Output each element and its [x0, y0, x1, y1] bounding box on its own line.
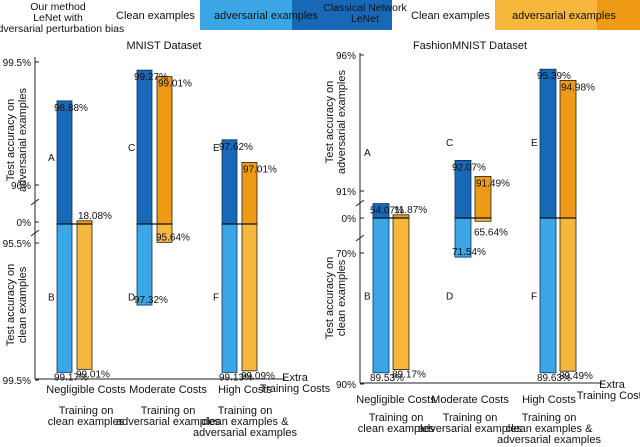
value-label-classic-clean: 65.64% [474, 227, 508, 238]
bar-ours-clean [221, 223, 238, 373]
legend-classic-label: Classical Network LeNet [323, 2, 407, 25]
y-tick-label: 0% [342, 214, 357, 225]
training-label: Training on adversarial examples [116, 405, 220, 428]
y-tick-label: 91% [336, 187, 356, 198]
legend-left: Our method LeNet with adversarial perturba… [0, 0, 392, 35]
bar-ours-adversarial [56, 100, 73, 225]
value-label-ours-adversarial: 97.62% [219, 142, 253, 153]
point-label: D [446, 292, 453, 303]
point-label: B [364, 292, 371, 303]
bar-ours-adversarial [136, 69, 153, 225]
value-label-ours-adversarial: 92.07% [452, 162, 486, 173]
value-label-classic-clean: 99.09% [241, 371, 275, 382]
value-label-classic-clean: 95.64% [156, 232, 190, 243]
value-label-ours-adversarial: 95.39% [537, 71, 571, 82]
chart-title: FashionMNIST Dataset [413, 40, 527, 52]
value-label-classic-adversarial: 97.01% [243, 164, 277, 175]
legend-right: Classical Network LeNet Clean examples ad… [323, 0, 640, 30]
value-label-classic-clean: 89.49% [559, 371, 593, 382]
point-label: C [128, 143, 135, 154]
y-tick-label: 99.5% [3, 376, 31, 387]
bar-classic-clean [76, 223, 93, 370]
point-label: B [48, 293, 55, 304]
point-label: A [364, 148, 371, 159]
y-label-bottom: Test accuracy onclean examples [5, 264, 29, 347]
bar-classic-clean [392, 217, 410, 370]
value-label-ours-clean: 99.17% [54, 372, 88, 383]
value-label-ours-clean: 89.53% [370, 373, 404, 384]
training-label: Training on adversarial examples [418, 412, 522, 435]
bar-ours-clean [136, 223, 153, 306]
training-label: Training on clean examples & adversarial e… [497, 412, 601, 446]
axis-break-mark [355, 234, 365, 242]
category-label: Negligible Costs [46, 384, 126, 396]
y-label-top: Test accuracy onadversarial examples [324, 70, 348, 174]
bar-ours-clean [56, 223, 73, 373]
value-label-classic-adversarial: 18.08% [78, 211, 112, 222]
bar-classic-clean [559, 217, 577, 372]
value-label-ours-clean: 89.63% [537, 373, 571, 384]
point-label: A [48, 153, 55, 164]
category-label: High Costs [218, 384, 272, 396]
legend-swatch-classic-adv [597, 0, 640, 30]
chart-title: MNIST Dataset [127, 40, 202, 52]
value-label-ours-clean: 97.32% [134, 295, 168, 306]
value-label-ours-clean: 99.13% [219, 372, 253, 383]
point-label: E [213, 143, 220, 154]
training-label: Training on clean examples & adversarial e… [193, 405, 297, 439]
y-tick-label: 96% [11, 181, 31, 192]
legend-adv-label: adversarial examples [214, 10, 318, 22]
training-label: Training on clean examples [48, 405, 125, 428]
y-tick-label: 70% [336, 249, 356, 260]
y-tick-label: 0% [17, 218, 32, 229]
point-label: E [531, 138, 538, 149]
bar-classic-clean [241, 223, 258, 372]
legend-swatch-classic-clean [495, 0, 597, 30]
point-label: F [531, 292, 537, 303]
y-label-bottom: Test accuracy onclean examples [324, 257, 348, 340]
bar-classic-adversarial [559, 80, 577, 219]
y-tick-label: 95.5% [3, 239, 31, 250]
category-label: Moderate Costs [129, 384, 207, 396]
value-label-classic-clean: 89.17% [392, 370, 426, 381]
point-label: C [446, 138, 453, 149]
mnist-panel: MNIST Dataset 99.5% 96% 0% 95.5% 99.5% Test ac… [3, 40, 331, 439]
legend-adv-label-right: adversarial examples [512, 10, 616, 22]
value-label-ours-adversarial: 99.27% [134, 72, 168, 83]
value-label-classic-adversarial: 11.87% [394, 205, 427, 216]
legend-swatch-ours-adv [292, 0, 392, 30]
legend-clean-label: Clean examples [116, 10, 195, 22]
value-label-classic-adversarial: 99.01% [158, 79, 192, 90]
bar-ours-clean [539, 217, 557, 374]
axis-break-mark [30, 229, 40, 237]
axis-break-mark [30, 198, 40, 206]
point-label: F [213, 293, 219, 304]
value-label-ours-adversarial: 54.07% [370, 206, 404, 217]
bar-ours-adversarial [539, 68, 557, 219]
value-label-classic-adversarial: 91.49% [476, 178, 510, 189]
y-tick-label: 99.5% [3, 58, 31, 69]
legend-method-label: Our method LeNet with adversarial perturba… [0, 1, 124, 35]
axis-break-mark [355, 199, 365, 207]
y-tick-label: 96% [336, 51, 356, 62]
y-label-top: Test accuracy onadversarial examples [5, 88, 29, 192]
category-label: Moderate Costs [431, 394, 509, 406]
legend-swatch-ours-clean [200, 0, 292, 30]
legend-clean-label-right: Clean examples [411, 10, 490, 22]
bar-classic-adversarial [156, 76, 173, 225]
category-label: Negligible Costs [356, 394, 436, 406]
value-label-ours-adversarial: 98.88% [54, 103, 88, 114]
bar-ours-clean [372, 217, 390, 374]
y-tick-label: 90% [336, 380, 356, 391]
point-label: D [128, 293, 135, 304]
training-label: Training on clean examples [358, 412, 435, 435]
value-label-ours-clean: 71.54% [452, 247, 486, 258]
category-label: High Costs [522, 394, 576, 406]
value-label-classic-clean: 99.01% [76, 369, 110, 380]
value-label-classic-adversarial: 94.98% [561, 82, 595, 93]
fashionmnist-panel: FashionMNIST Dataset 96% 91% 0% 70% 90% Test a… [324, 40, 640, 446]
